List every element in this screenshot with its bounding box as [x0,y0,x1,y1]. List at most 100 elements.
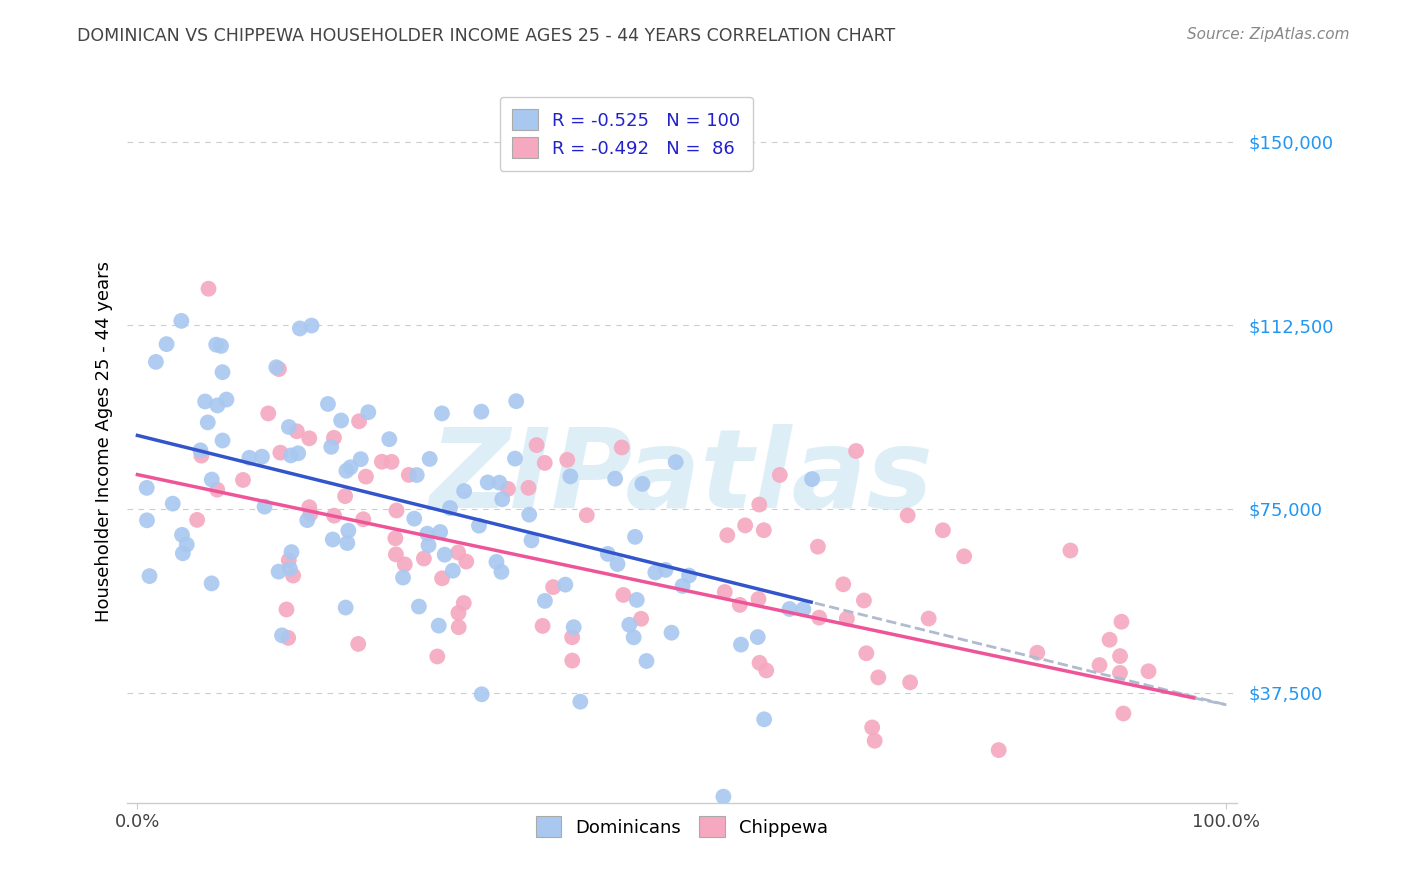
Point [135,481,157,495]
Point [644,566,666,580]
Legend: Dominicans, Chippewa: Dominicans, Chippewa [529,809,835,845]
Point [863,733,886,747]
Point [671,579,693,593]
Point [322,533,344,547]
Point [1059,543,1081,558]
Point [408,599,430,614]
Point [276,602,298,616]
Point [267,362,290,376]
Point [335,464,357,478]
Point [792,602,814,616]
Point [678,568,700,582]
Point [520,533,543,548]
Point [631,476,654,491]
Point [357,405,380,419]
Point [728,598,751,612]
Point [562,620,585,634]
Point [453,596,475,610]
Point [734,518,756,533]
Point [394,558,416,572]
Point [337,524,360,538]
Point [350,452,373,467]
Point [561,630,583,644]
Point [832,577,855,591]
Point [447,606,470,620]
Point [447,620,470,634]
Point [808,610,831,624]
Point [232,473,254,487]
Point [606,557,628,571]
Point [630,612,652,626]
Point [561,654,583,668]
Point [298,500,321,515]
Point [371,455,394,469]
Point [531,619,554,633]
Point [269,445,291,459]
Point [416,526,439,541]
Point [987,743,1010,757]
Point [716,528,738,542]
Point [155,337,177,351]
Point [752,523,775,537]
Point [333,489,356,503]
Point [211,365,233,379]
Point [205,483,228,497]
Point [392,570,415,584]
Point [505,394,527,409]
Point [575,508,598,523]
Point [439,501,461,516]
Point [378,432,401,446]
Point [170,314,193,328]
Point [748,498,770,512]
Point [404,511,426,525]
Point [301,318,323,333]
Point [612,588,634,602]
Point [779,602,801,616]
Point [623,630,645,644]
Point [430,571,453,585]
Point [339,460,361,475]
Point [205,337,228,351]
Point [441,564,464,578]
Point [534,594,557,608]
Point [619,617,641,632]
Point [418,538,440,552]
Point [186,513,208,527]
Point [381,455,404,469]
Point [491,492,513,507]
Point [898,675,921,690]
Point [470,405,492,419]
Point [347,637,370,651]
Point [280,545,302,559]
Point [852,593,875,607]
Point [526,438,548,452]
Point [299,507,322,521]
Point [1137,665,1160,679]
Point [194,394,217,409]
Point [610,441,633,455]
Point [1109,649,1132,664]
Point [835,612,858,626]
Point [427,618,450,632]
Point [485,555,508,569]
Point [636,654,658,668]
Point [517,481,540,495]
Point [419,451,441,466]
Point [569,695,592,709]
Point [267,565,290,579]
Point [330,413,353,427]
Point [316,397,339,411]
Point [335,600,357,615]
Point [605,472,627,486]
Point [747,592,769,607]
Point [197,416,219,430]
Point [354,469,377,483]
Point [412,551,434,566]
Point [277,420,299,434]
Point [752,712,775,726]
Text: Source: ZipAtlas.com: Source: ZipAtlas.com [1187,27,1350,42]
Point [491,565,513,579]
Point [211,434,233,448]
Point [297,513,319,527]
Point [238,450,260,465]
